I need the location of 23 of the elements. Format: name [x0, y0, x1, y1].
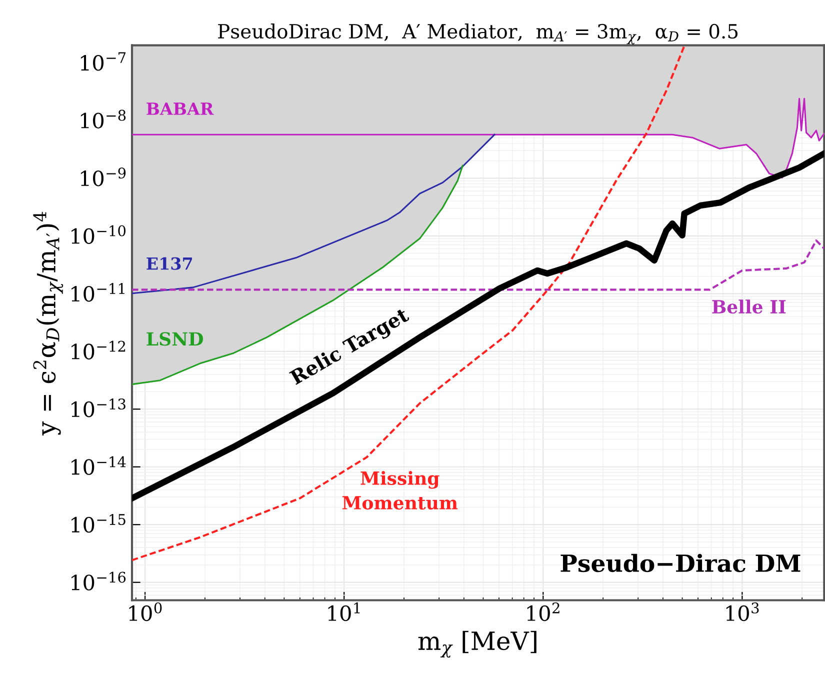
x-tick-label: 10$^{2}$	[527, 602, 560, 622]
y-tick-label: 10$^{−7}$	[80, 52, 126, 71]
y-tick-label: 10$^{−8}$	[80, 110, 126, 128]
x-tick-label: 10$^{0}$	[129, 602, 162, 622]
y-tick-label: 10$^{−15}$	[72, 514, 126, 533]
series-label: Belle II	[712, 300, 786, 314]
y-tick-label: 10$^{−12}$	[72, 340, 126, 360]
x-tick-label: 10$^{3}$	[726, 602, 759, 622]
x-tick-label: 10$^{1}$	[328, 602, 360, 622]
x-axis-title: m$_{χ}$ [MeV]	[418, 630, 536, 658]
y-tick-label: 10$^{−16}$	[72, 572, 126, 590]
chart-title: PseudoDirac DM, A′ Mediator, m$_{A′}$ = 3m$_{χ}$, α$_{D}$ = 0.5	[218, 24, 738, 44]
y-tick-label: 10$^{−13}$	[72, 398, 126, 418]
series-label: Missing Momentum	[342, 470, 458, 510]
series-label: BABAR	[146, 102, 214, 115]
text: y = ϵ$^{2}$α$_{D}$(m$_{χ}$/m$_{A′}$)$^{4}$	[33, 212, 64, 436]
series-label: E137	[146, 257, 192, 270]
annotation: Pseudo−Dirac DM	[560, 554, 800, 572]
y-tick-label: 10$^{−10}$	[72, 225, 126, 244]
y-tick-label: 10$^{−11}$	[72, 283, 124, 302]
y-tick-label: 10$^{−9}$	[80, 168, 126, 186]
y-tick-label: 10$^{−14}$	[72, 456, 126, 475]
series-label: LSND	[146, 332, 203, 346]
